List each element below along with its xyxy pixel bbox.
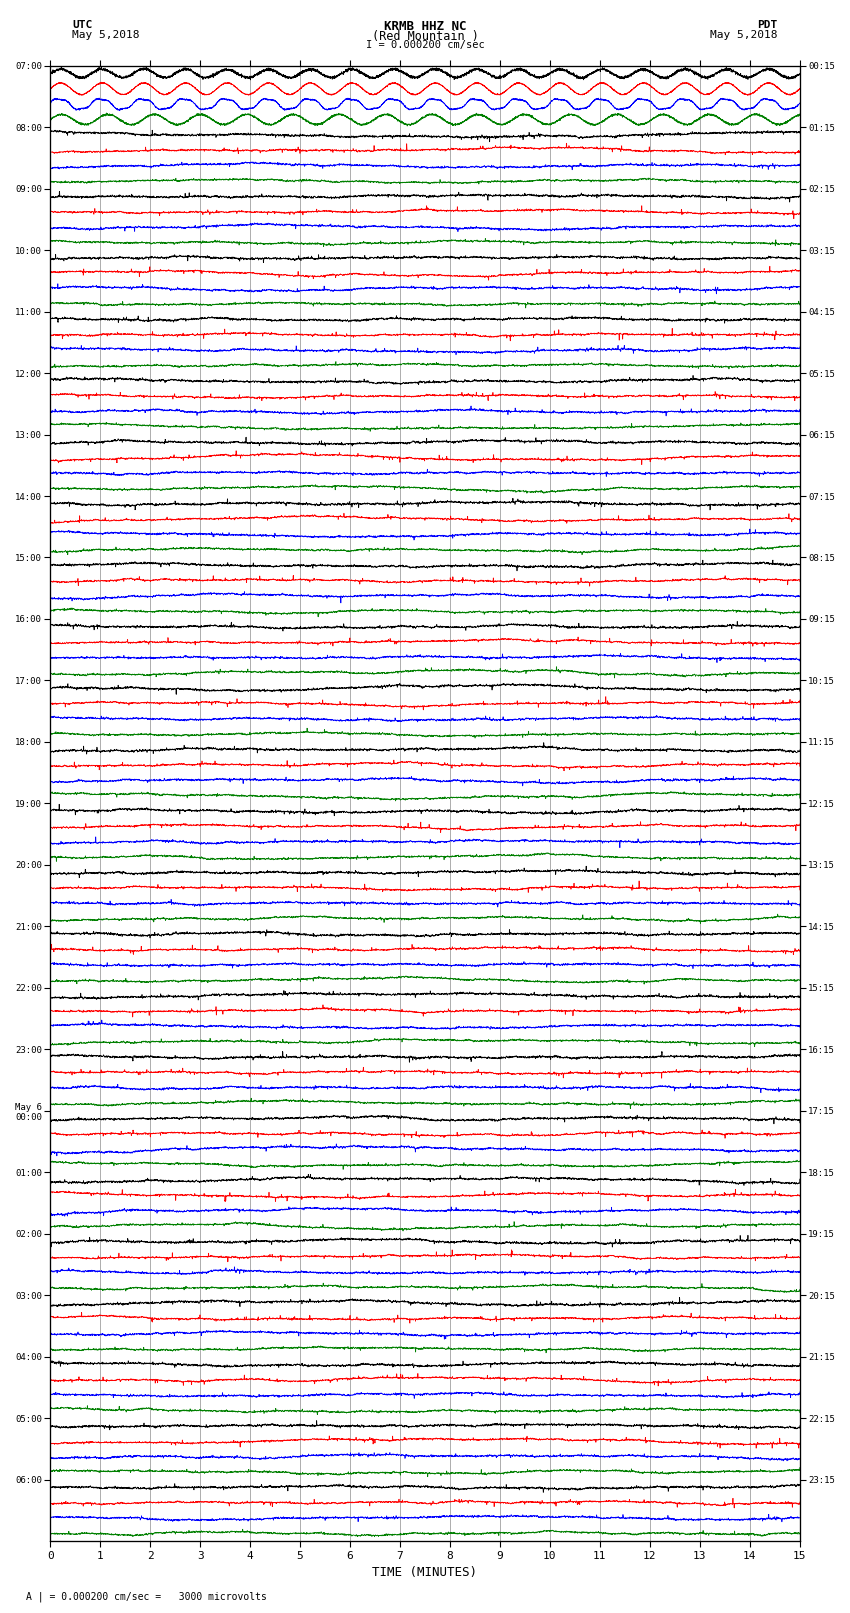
Text: I = 0.000200 cm/sec: I = 0.000200 cm/sec — [366, 39, 484, 50]
Text: May 5,2018: May 5,2018 — [711, 31, 778, 40]
Text: UTC: UTC — [72, 19, 93, 31]
Text: PDT: PDT — [757, 19, 778, 31]
Text: A | = 0.000200 cm/sec =   3000 microvolts: A | = 0.000200 cm/sec = 3000 microvolts — [26, 1590, 266, 1602]
Text: (Red Mountain ): (Red Mountain ) — [371, 31, 479, 44]
X-axis label: TIME (MINUTES): TIME (MINUTES) — [372, 1566, 478, 1579]
Text: May 5,2018: May 5,2018 — [72, 31, 139, 40]
Text: KRMB HHZ NC: KRMB HHZ NC — [383, 19, 467, 34]
